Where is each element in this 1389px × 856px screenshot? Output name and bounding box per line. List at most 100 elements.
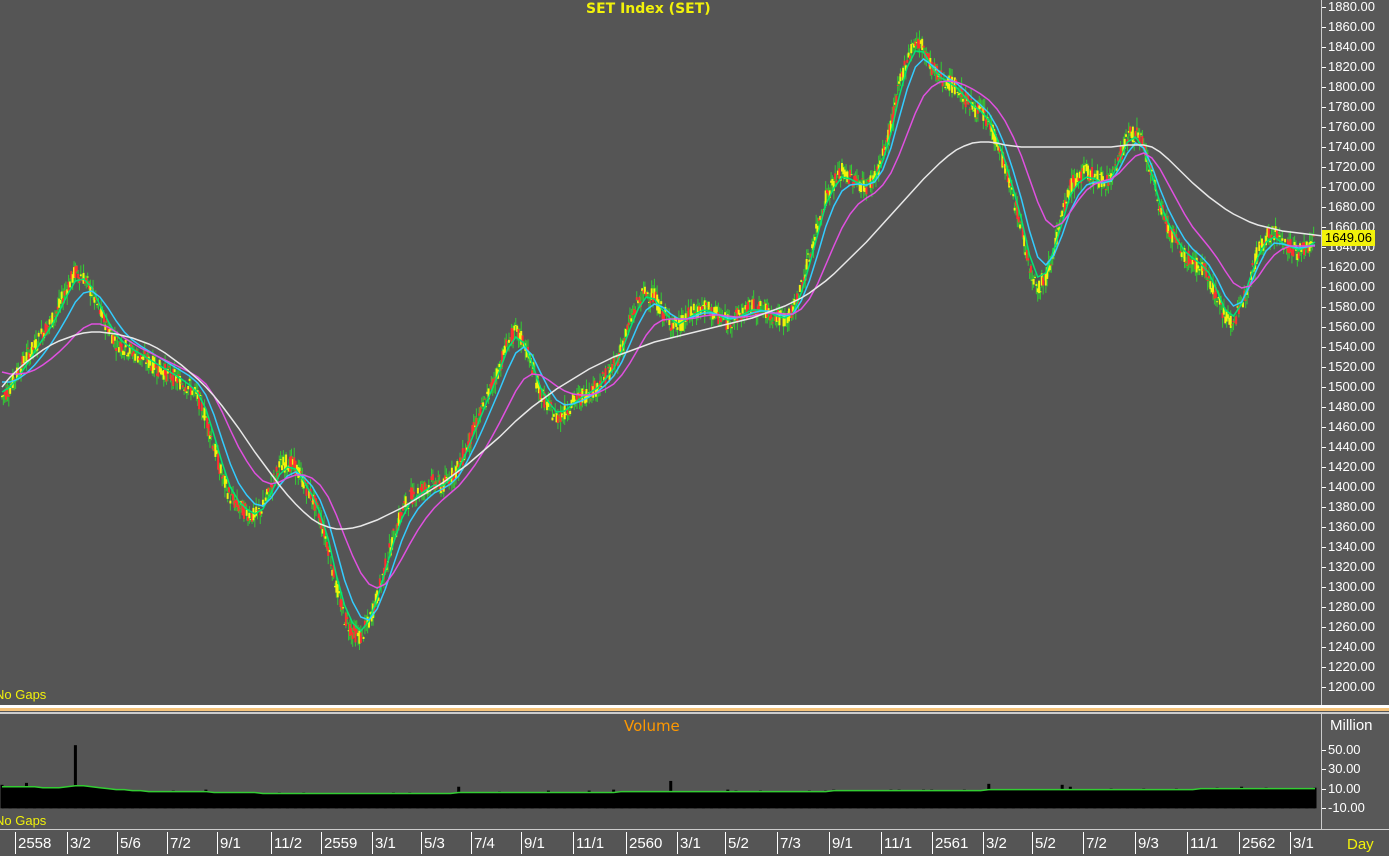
volume-bar (359, 794, 363, 809)
candle-body (546, 401, 549, 411)
candle-body (1014, 200, 1017, 206)
candle-body (306, 482, 309, 485)
candle-body (1085, 163, 1088, 172)
volume-bar (832, 789, 836, 809)
candle-body (944, 86, 947, 89)
candle-body (1062, 203, 1065, 208)
volume-bar (1019, 790, 1023, 809)
price-y-tick: 1440.00 (1322, 439, 1375, 454)
candle-body (60, 291, 63, 300)
candle-body (1212, 282, 1215, 295)
candle-body (147, 356, 150, 368)
candle-body (249, 519, 252, 521)
candle-body (501, 351, 504, 368)
candle-body (963, 102, 966, 104)
candle-body (1270, 234, 1273, 239)
series-line-ma_long (1, 141, 1321, 530)
candle-body (291, 459, 294, 465)
candle-body (493, 379, 496, 384)
price-y-tick: 1280.00 (1322, 599, 1375, 614)
candle-body (279, 459, 282, 461)
candle-body (221, 476, 224, 479)
price-y-tick: 1340.00 (1322, 539, 1375, 554)
candle-body (353, 624, 356, 631)
volume-bar (253, 793, 257, 809)
candle-body (1116, 157, 1119, 161)
candle-body (264, 497, 267, 501)
volume-bar (856, 790, 860, 809)
candle-body (876, 166, 879, 172)
candle-body (686, 320, 689, 322)
candle-body (589, 399, 592, 401)
candle-body (831, 178, 834, 186)
candle-body (884, 147, 887, 150)
price-y-tick: 1800.00 (1322, 79, 1375, 94)
volume-bar (367, 793, 371, 809)
volume-bar (628, 793, 632, 809)
candle-body (467, 441, 470, 449)
candle-body (102, 312, 105, 323)
candle-body (108, 329, 111, 335)
volume-bar (171, 790, 175, 809)
candle-body (838, 168, 841, 179)
volume-bar (1240, 786, 1244, 809)
candle-body (1061, 210, 1064, 217)
candle-body (845, 171, 848, 177)
x-tick-label: 3/1 (1290, 832, 1314, 854)
candle-body (889, 120, 892, 133)
volume-area (2, 785, 1315, 809)
price-y-tick: 1200.00 (1322, 679, 1375, 694)
volume-bar (334, 794, 338, 809)
candle-body (514, 325, 517, 327)
candle-body (1188, 259, 1191, 264)
candle-body (487, 388, 490, 400)
price-y-tick: 1740.00 (1322, 139, 1375, 154)
period-label[interactable]: Day (1347, 836, 1374, 853)
candle-body (450, 467, 453, 483)
candle-body (287, 465, 290, 472)
candle-body (194, 386, 197, 390)
candle-body (734, 310, 737, 313)
candle-body (1244, 299, 1247, 301)
candle-body (1194, 259, 1197, 270)
candle-body (711, 313, 714, 320)
candle-body (627, 322, 630, 326)
candle-body (577, 392, 580, 394)
volume-bar (693, 791, 697, 809)
candle-body (1213, 292, 1216, 299)
candle-body (66, 289, 69, 296)
candle-body (1148, 169, 1151, 172)
candle-body (502, 349, 505, 355)
candle-body (914, 41, 917, 46)
price-y-tick: 1880.00 (1322, 0, 1375, 14)
candle-body (480, 402, 483, 404)
candle-body (824, 190, 827, 206)
candle-body (1039, 291, 1042, 293)
candle-body (214, 443, 217, 457)
candle-body (275, 466, 278, 472)
candle-body (70, 271, 73, 280)
candle-body (339, 599, 342, 607)
candle-body (1210, 288, 1213, 293)
volume-bar (237, 793, 241, 809)
candle-body (1216, 301, 1219, 303)
candle-body (1251, 263, 1254, 266)
candle-body (44, 323, 47, 336)
series-line-ma_mid (2, 58, 1316, 621)
candle-body (782, 313, 785, 327)
candle-body (276, 473, 279, 480)
candle-body (414, 501, 417, 503)
candle-body (408, 490, 411, 492)
volume-bar (57, 789, 61, 809)
candle-body (300, 471, 303, 473)
candle-body (626, 325, 629, 330)
volume-bar (644, 791, 648, 809)
candle-body (47, 325, 50, 327)
volume-bar (701, 792, 705, 809)
price-y-tick: 1820.00 (1322, 59, 1375, 74)
candle-body (1296, 253, 1299, 261)
candle-body (222, 475, 225, 477)
volume-bar (1264, 787, 1268, 809)
x-tick-label: 3/2 (983, 832, 1007, 854)
candle-body (1171, 229, 1174, 243)
